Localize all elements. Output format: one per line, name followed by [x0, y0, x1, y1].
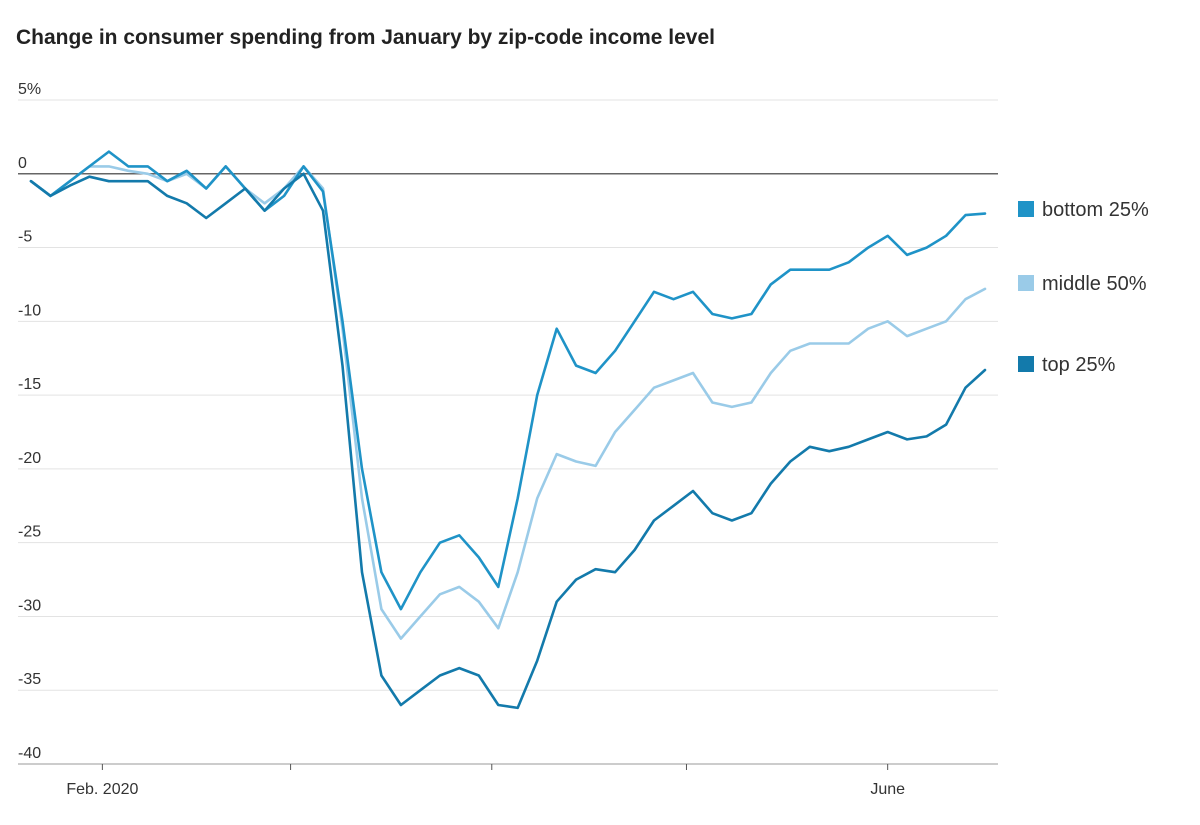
series-line-top	[29, 172, 987, 710]
y-tick-label: -20	[18, 450, 41, 467]
y-tick-label: -35	[18, 671, 41, 688]
legend-label: middle 50%	[1042, 273, 1147, 295]
x-tick-label: June	[870, 781, 905, 798]
y-tick-label: 0	[18, 155, 27, 172]
y-axis-ticks: 5% 0 -5 -10 -15 -20 -25 -30 -35 -40	[18, 81, 41, 762]
x-tick-label: Feb. 2020	[66, 781, 138, 798]
series-line-middle	[29, 165, 987, 640]
legend-swatch	[1018, 275, 1034, 291]
legend-label: bottom 25%	[1042, 199, 1149, 221]
y-tick-label: -15	[18, 376, 41, 393]
gridlines	[18, 99, 998, 765]
legend-label: top 25%	[1042, 354, 1116, 376]
x-axis: Feb. 2020 June	[18, 763, 998, 798]
y-tick-label: 5%	[18, 81, 41, 98]
y-tick-label: -10	[18, 302, 41, 319]
y-tick-label: -40	[18, 745, 41, 762]
series-line-bottom	[29, 150, 987, 611]
chart-title: Change in consumer spending from January…	[16, 26, 715, 49]
y-tick-label: -25	[18, 524, 41, 541]
y-tick-label: -30	[18, 597, 41, 614]
legend-swatch	[1018, 356, 1034, 372]
series-lines	[29, 150, 987, 710]
legend-swatch	[1018, 201, 1034, 217]
legend: bottom 25% middle 50% top 25%	[1018, 199, 1149, 376]
y-tick-label: -5	[18, 229, 32, 246]
